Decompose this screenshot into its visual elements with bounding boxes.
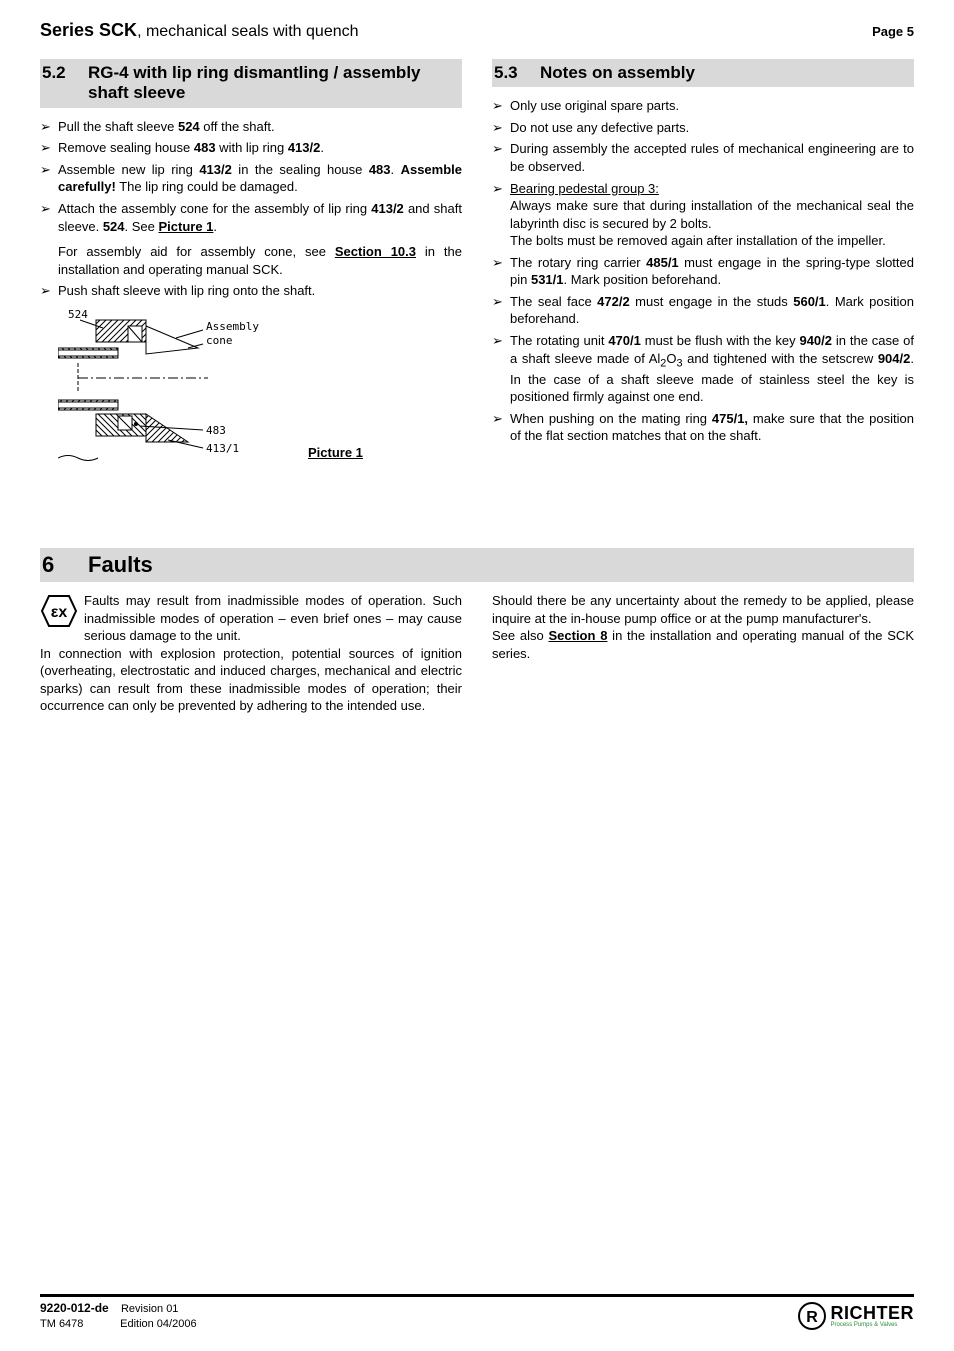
footer-row: 9220-012-de Revision 01 TM 6478 Edition … [40, 1301, 914, 1331]
doc-no: 9220-012-de [40, 1301, 109, 1315]
picture-1-label: Picture 1 [308, 445, 363, 460]
assembly-diagram: 524 Assembly cone [58, 308, 278, 468]
series-label: Series SCK [40, 20, 137, 40]
section-6-left: εx Faults may result from inadmissible m… [40, 592, 462, 715]
list-item: The seal face 472/2 must engage in the s… [492, 293, 914, 328]
edition: Edition 04/2006 [120, 1318, 196, 1330]
left-column: 5.2 RG-4 with lip ring dismantling / ass… [40, 59, 462, 468]
spacer [40, 468, 914, 548]
section-5-2-num: 5.2 [40, 63, 88, 83]
section-5-2-list: Pull the shaft sleeve 524 off the shaft.… [40, 118, 462, 235]
section-5-2-heading: 5.2 RG-4 with lip ring dismantling / ass… [40, 59, 462, 108]
list-item: The rotary ring carrier 485/1 must engag… [492, 254, 914, 289]
logo-text: RICHTER [831, 1303, 915, 1323]
section-5-2-title: RG-4 with lip ring dismantling / assembl… [88, 63, 456, 104]
richter-logo: R RICHTER Process Pumps & Valves [797, 1301, 915, 1331]
logo-mark-icon: R [797, 1301, 827, 1331]
right-column: 5.3 Notes on assembly Only use original … [492, 59, 914, 468]
list-item: Assemble new lip ring 413/2 in the seali… [40, 161, 462, 196]
series-suffix: , mechanical seals with quench [137, 23, 358, 40]
list-item: Pull the shaft sleeve 524 off the shaft. [40, 118, 462, 136]
diagram-label-4131: 413/1 [206, 442, 239, 455]
list-item: During assembly the accepted rules of me… [492, 140, 914, 175]
list-item: Bearing pedestal group 3: Always make su… [492, 180, 914, 250]
assembly-svg: 524 Assembly cone [58, 308, 278, 468]
section-6-num: 6 [40, 552, 88, 578]
list-item: Push shaft sleeve with lip ring onto the… [40, 282, 462, 300]
footer-left: 9220-012-de Revision 01 TM 6478 Edition … [40, 1301, 197, 1331]
diagram-label-cone: cone [206, 334, 233, 347]
footer-rule [40, 1294, 914, 1297]
picture-1-wrap: 524 Assembly cone [40, 308, 462, 468]
list-item: Attach the assembly cone for the assembl… [40, 200, 462, 235]
section-5-3-title: Notes on assembly [540, 63, 908, 83]
faults-left-p2: In connection with explosion protection,… [40, 645, 462, 715]
section-6-columns: εx Faults may result from inadmissible m… [40, 592, 914, 715]
list-item: When pushing on the mating ring 475/1, m… [492, 410, 914, 445]
page-footer: 9220-012-de Revision 01 TM 6478 Edition … [40, 1294, 914, 1331]
header-title: Series SCK, mechanical seals with quench [40, 20, 359, 41]
diagram-label-assembly: Assembly [206, 320, 259, 333]
main-columns: 5.2 RG-4 with lip ring dismantling / ass… [40, 59, 914, 468]
section-6-title: Faults [88, 552, 908, 578]
logo-text-wrap: RICHTER Process Pumps & Valves [831, 1304, 915, 1328]
faults-right-p2: See also Section 8 in the installation a… [492, 627, 914, 662]
faults-right-p1: Should there be any uncertainty about th… [492, 592, 914, 627]
tm-no: TM 6478 [40, 1318, 83, 1330]
section-6-right: Should there be any uncertainty about th… [492, 592, 914, 715]
list-item: Only use original spare parts. [492, 97, 914, 115]
ex-hazard-icon: εx [40, 594, 78, 633]
diagram-label-483: 483 [206, 424, 226, 437]
section-5-3-list: Only use original spare parts. Do not us… [492, 97, 914, 445]
revision: Revision 01 [121, 1303, 178, 1315]
list-item: Remove sealing house 483 with lip ring 4… [40, 139, 462, 157]
faults-left-p1: Faults may result from inadmissible mode… [84, 593, 462, 643]
sub-paragraph: For assembly aid for assembly cone, see … [40, 243, 462, 278]
section-5-2-list-2: Push shaft sleeve with lip ring onto the… [40, 282, 462, 300]
section-5-3-num: 5.3 [492, 63, 540, 83]
list-item: Do not use any defective parts. [492, 119, 914, 137]
diagram-label-524: 524 [68, 308, 88, 321]
svg-text:εx: εx [51, 604, 68, 621]
section-5-3-heading: 5.3 Notes on assembly [492, 59, 914, 87]
svg-text:R: R [806, 1309, 818, 1326]
page-header: Series SCK, mechanical seals with quench… [40, 20, 914, 41]
page-number: Page 5 [872, 24, 914, 39]
section-6-heading: 6 Faults [40, 548, 914, 582]
list-item: The rotating unit 470/1 must be flush wi… [492, 332, 914, 406]
